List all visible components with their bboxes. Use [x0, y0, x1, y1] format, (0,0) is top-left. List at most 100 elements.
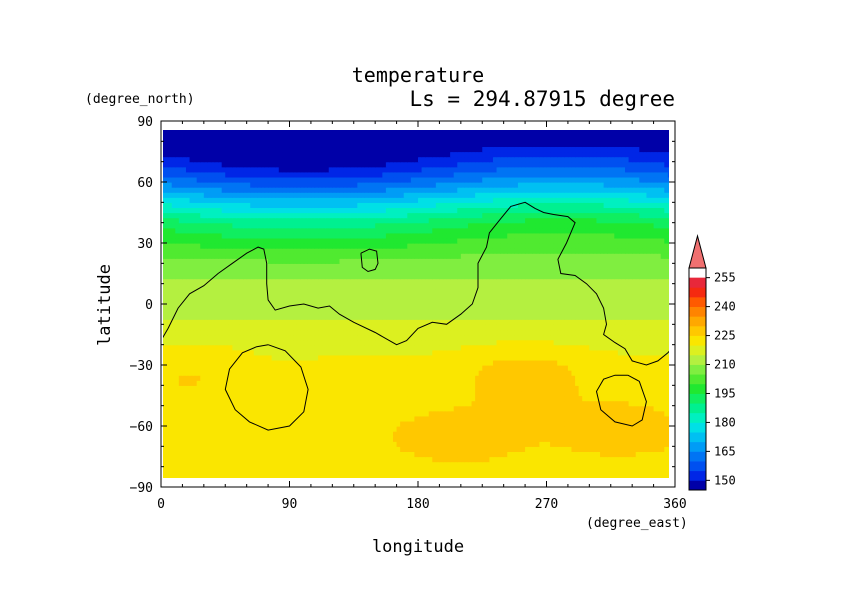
heatmap-cell	[517, 365, 523, 371]
heatmap-cell	[200, 395, 205, 402]
heatmap-cell	[528, 441, 533, 447]
heatmap-cell	[553, 385, 558, 392]
heatmap-cell	[375, 461, 380, 468]
heatmap-cell	[467, 436, 473, 442]
heatmap-cell	[325, 431, 330, 437]
heatmap-cell	[657, 405, 662, 412]
heatmap-cell	[321, 375, 326, 381]
heatmap-cell	[300, 365, 305, 371]
heatmap-cell	[275, 304, 280, 310]
heatmap-cell	[189, 354, 194, 361]
heatmap-cell	[307, 476, 312, 478]
heatmap-cell	[371, 334, 376, 341]
heatmap-cell	[246, 385, 251, 392]
heatmap-cell	[507, 329, 512, 336]
heatmap-cell	[464, 375, 469, 381]
heatmap-cell	[582, 420, 587, 427]
heatmap-cell	[289, 319, 294, 325]
heatmap-cell	[382, 365, 387, 371]
heatmap-cell	[503, 456, 508, 463]
heatmap-cell	[264, 461, 269, 468]
heatmap-cell	[503, 400, 508, 407]
heatmap-cell	[400, 431, 405, 437]
heatmap-cell	[667, 431, 669, 437]
heatmap-cell	[196, 354, 201, 361]
heatmap-cell	[339, 334, 344, 341]
heatmap-cell	[257, 405, 262, 412]
heatmap-cell	[564, 461, 569, 468]
heatmap-cell	[253, 441, 258, 447]
heatmap-cell	[163, 375, 166, 381]
heatmap-cell	[235, 344, 241, 351]
heatmap-cell	[614, 339, 619, 346]
heatmap-cell	[343, 334, 348, 341]
heatmap-cell	[667, 410, 669, 417]
heatmap-cell	[625, 314, 630, 320]
heatmap-cell	[557, 365, 562, 371]
heatmap-cell	[421, 395, 426, 402]
heatmap-cell	[246, 370, 251, 376]
heatmap-cell	[178, 415, 184, 422]
heatmap-cell	[228, 471, 233, 478]
heatmap-cell	[621, 370, 626, 376]
heatmap-cell	[339, 395, 344, 402]
heatmap-cell	[393, 415, 398, 422]
heatmap-cell	[657, 354, 662, 361]
heatmap-cell	[332, 359, 337, 366]
heatmap-cell	[635, 451, 640, 458]
heatmap-cell	[189, 400, 194, 407]
heatmap-cell	[418, 344, 423, 351]
heatmap-cell	[421, 446, 426, 453]
heatmap-cell	[653, 461, 658, 468]
heatmap-cell	[335, 385, 341, 392]
heatmap-cell	[214, 461, 219, 468]
heatmap-cell	[346, 319, 351, 325]
heatmap-cell	[492, 395, 498, 402]
heatmap-cell	[500, 410, 505, 417]
heatmap-cell	[300, 334, 305, 341]
heatmap-cell	[410, 400, 416, 407]
heatmap-cell	[632, 309, 637, 315]
heatmap-cell	[232, 390, 237, 397]
heatmap-cell	[578, 319, 583, 325]
heatmap-cell	[250, 375, 255, 381]
heatmap-cell	[328, 339, 333, 346]
heatmap-cell	[600, 446, 605, 453]
heatmap-cell	[532, 431, 537, 437]
heatmap-cell	[364, 420, 369, 427]
heatmap-cell	[471, 466, 476, 473]
heatmap-cell	[385, 329, 391, 336]
heatmap-cell	[285, 405, 291, 412]
heatmap-cell	[639, 436, 644, 442]
heatmap-cell	[296, 441, 301, 447]
heatmap-cell	[525, 466, 530, 473]
heatmap-cell	[232, 426, 237, 432]
heatmap-cell	[203, 471, 208, 478]
heatmap-cell	[646, 446, 651, 453]
heatmap-cell	[182, 456, 187, 463]
heatmap-cell	[503, 365, 508, 371]
heatmap-cell	[260, 329, 266, 336]
heatmap-cell	[385, 359, 391, 366]
heatmap-cell	[225, 349, 230, 356]
heatmap-cell	[353, 380, 358, 386]
heatmap-cell	[496, 349, 501, 356]
heatmap-cell	[300, 461, 305, 468]
heatmap-cell	[410, 405, 416, 412]
heatmap-cell	[457, 359, 462, 366]
heatmap-cell	[625, 365, 630, 371]
heatmap-cell	[471, 405, 476, 412]
heatmap-cell	[514, 426, 519, 432]
heatmap-cell	[182, 365, 187, 371]
heatmap-cell	[482, 354, 487, 361]
heatmap-cell	[567, 466, 573, 473]
heatmap-cell	[500, 324, 505, 331]
heatmap-cell	[218, 309, 223, 315]
heatmap-cell	[610, 390, 615, 397]
heatmap-cell	[614, 359, 619, 366]
heatmap-cell	[478, 385, 483, 392]
heatmap-cell	[239, 385, 244, 392]
heatmap-cell	[525, 400, 530, 407]
heatmap-cell	[457, 339, 462, 346]
heatmap-cell	[350, 380, 355, 386]
